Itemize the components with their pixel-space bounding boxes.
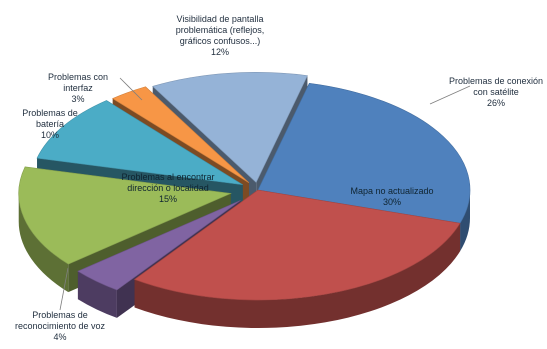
slice-side-direccion [18, 193, 69, 293]
slice-name-conexion: Problemas de conexión con satélite [448, 76, 544, 97]
slice-name-voz: Problemas de reconocimiento de voz [14, 310, 106, 331]
slice-side-mapa [134, 223, 461, 328]
slice-name-interfaz: Problemas con interfaz [47, 72, 109, 93]
slice-value-conexion: 26% [486, 98, 505, 108]
slice-value-mapa: 30% [382, 197, 401, 207]
leader-line-2 [59, 267, 69, 311]
slice-top-voz [77, 200, 241, 291]
slice-mapa [133, 189, 461, 328]
slice-label-bateria: Problemas de batería 10% [22, 108, 78, 141]
slice-top-mapa [133, 189, 461, 301]
slice-value-bateria: 10% [40, 130, 59, 140]
slice-value-interfaz: 3% [71, 94, 85, 104]
slice-top-conexion [257, 82, 471, 224]
slice-name-direccion: Problemas al encontrar dirección o local… [121, 172, 215, 193]
leader-line-0 [429, 85, 471, 105]
slice-label-voz: Problemas de reconocimiento de voz 4% [4, 310, 116, 343]
slice-label-interfaz: Problemas con interfaz 3% [32, 72, 124, 105]
slice-value-direccion: 15% [158, 194, 177, 204]
slice-top-direccion [18, 166, 232, 265]
slice-side-conexion [460, 190, 470, 252]
slice-name-bateria: Problemas de batería [22, 108, 78, 129]
slice-label-direccion: Problemas al encontrar dirección o local… [116, 172, 220, 205]
slice-label-visibilidad: Visibilidad de pantalla problemática (re… [168, 14, 272, 58]
slice-label-conexion: Problemas de conexión con satélite 26% [446, 76, 546, 109]
slice-value-voz: 4% [53, 332, 67, 342]
slice-top-interfaz [111, 86, 250, 184]
slice-top-bateria [36, 100, 243, 186]
slice-value-visibilidad: 12% [210, 47, 229, 57]
slice-name-visibilidad: Visibilidad de pantalla problemática (re… [175, 14, 265, 46]
leader-line-1 [119, 77, 143, 101]
slice-top-visibilidad [152, 72, 308, 183]
slice-name-mapa: Mapa no actualizado [350, 186, 434, 196]
slice-side-voz [77, 271, 117, 318]
slice-label-mapa: Mapa no actualizado 30% [342, 186, 442, 208]
